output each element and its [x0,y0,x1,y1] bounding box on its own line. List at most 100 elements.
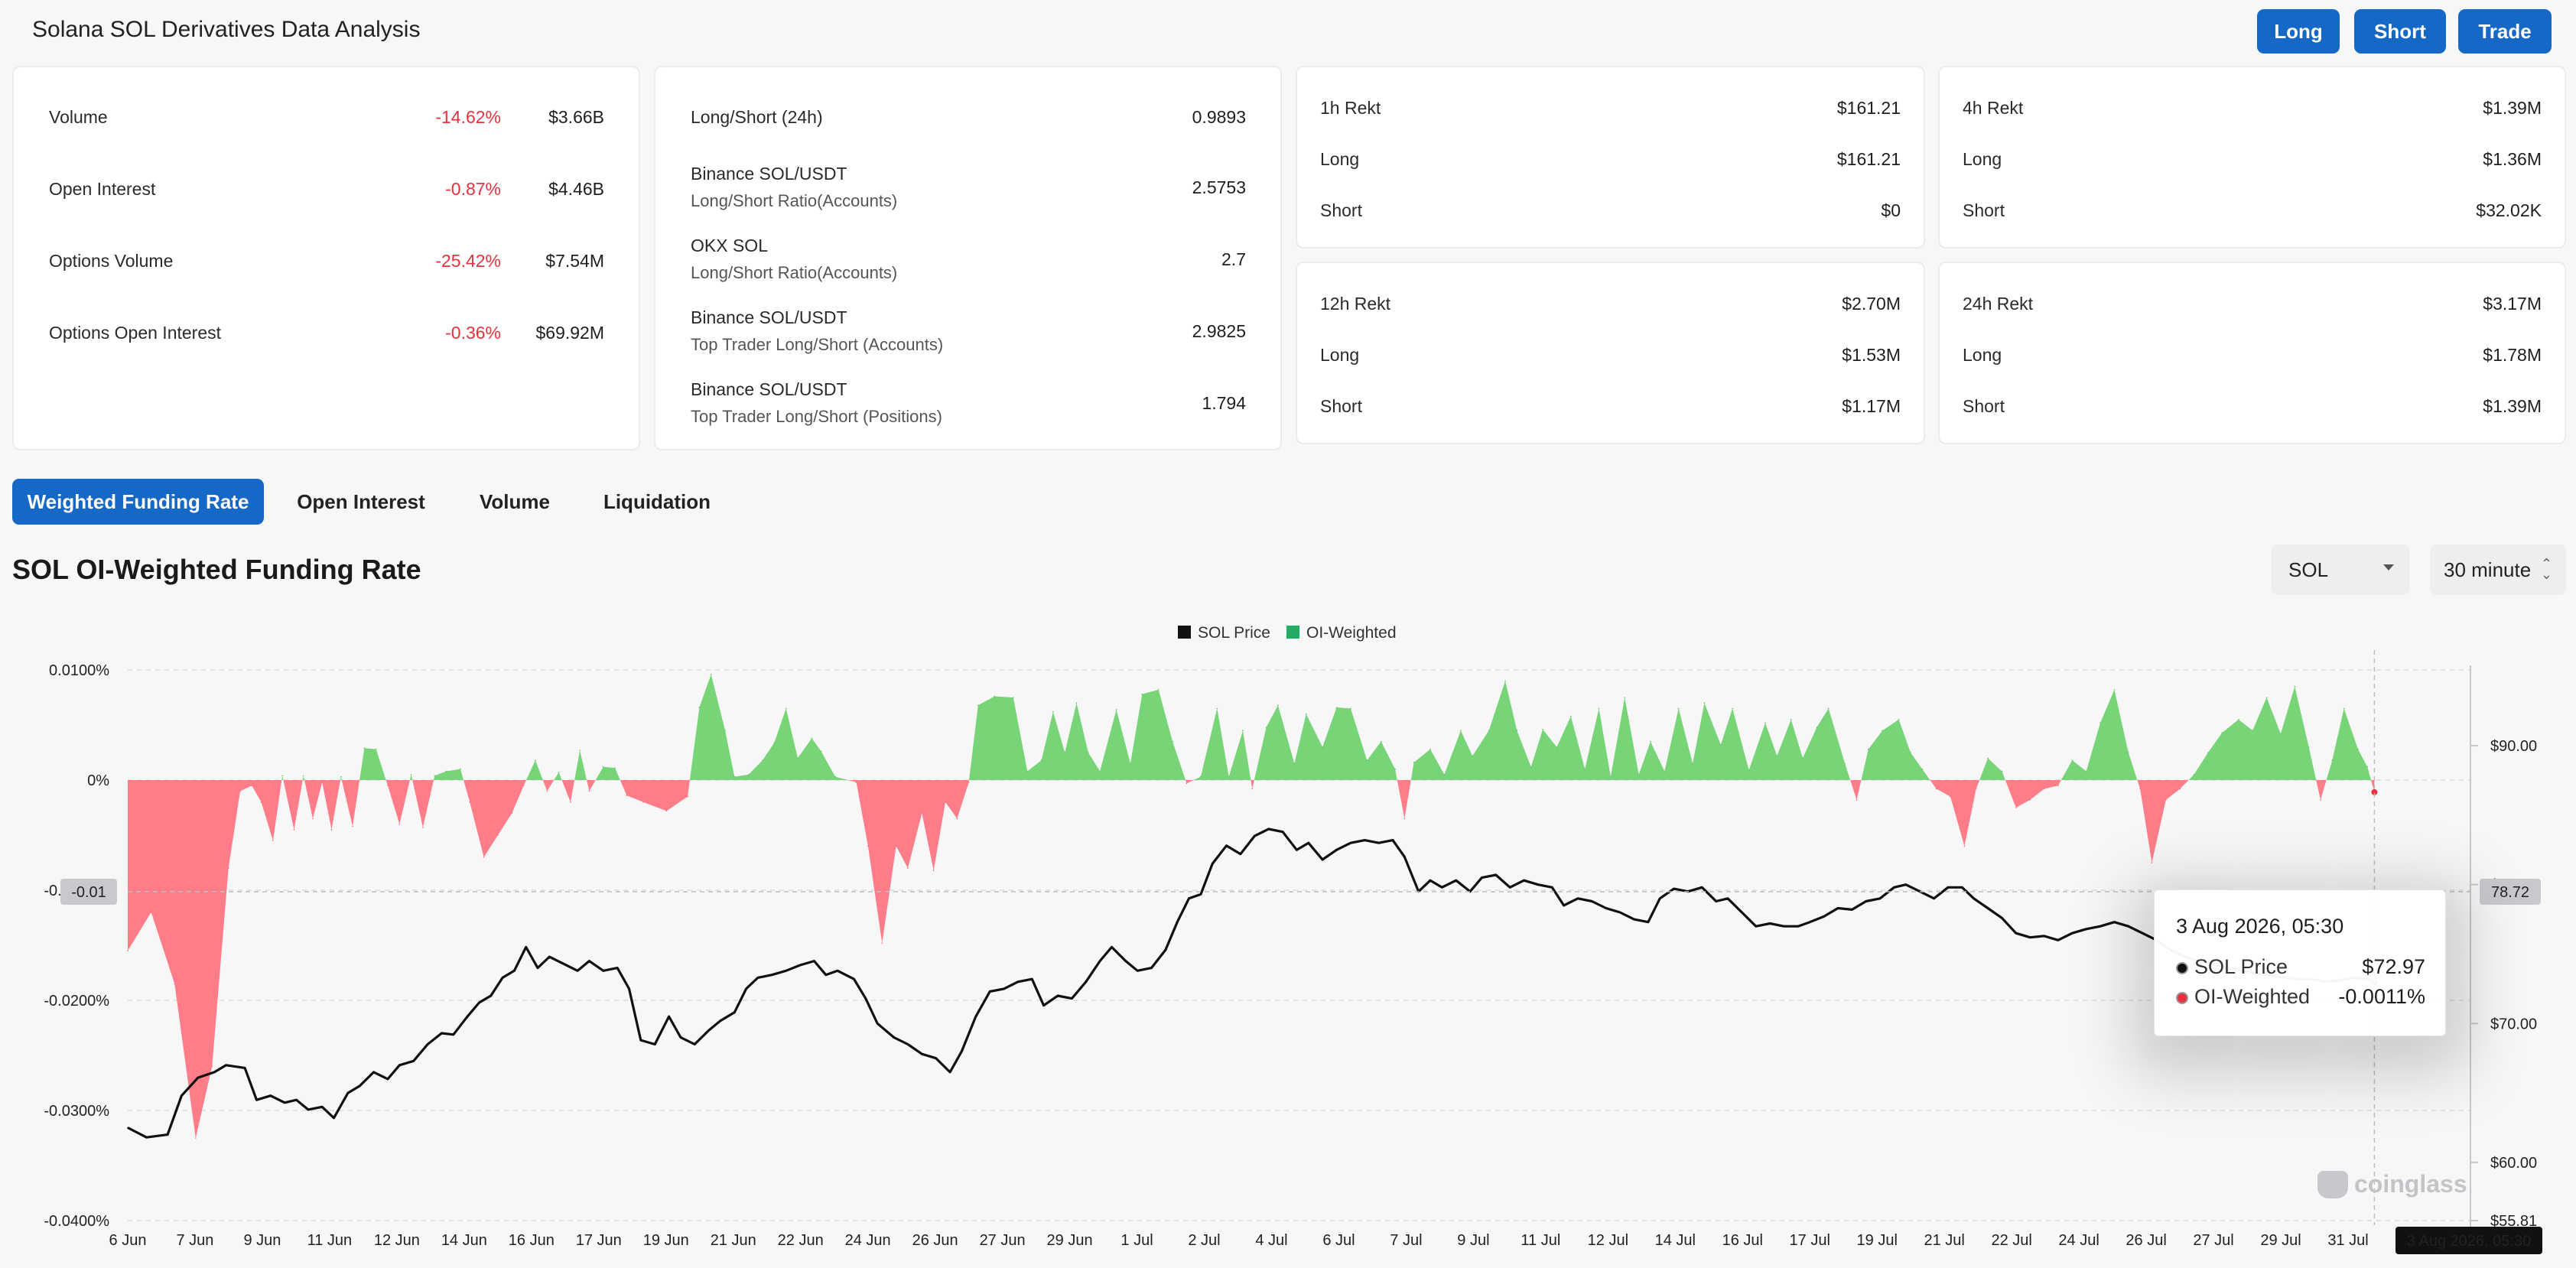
funding-rate-point [2357,748,2359,750]
funding-rate-point [227,867,229,869]
sol-price-point [127,1127,128,1129]
funding-rate-point [2128,752,2129,753]
stat-change: -14.62% [435,107,501,127]
sol-price-point [2100,925,2101,927]
funding-rate-point [2085,770,2087,772]
short-button[interactable]: Short [2354,9,2446,54]
sol-price-point [577,970,578,972]
funding-rate-point [1293,762,1296,765]
sol-price-point [2142,932,2143,935]
tab-volume[interactable]: Volume [480,489,550,513]
sol-price-point [1987,907,1989,909]
x-tick-label: 14 Jun [441,1232,487,1249]
stat-change: -25.42% [435,251,501,271]
funding-rate-point [1827,707,1830,710]
tooltip-row-sol-price: SOL Price $72.97 [2176,955,2425,981]
funding-rate-point [312,818,314,820]
sol-price-point [1865,900,1867,902]
x-tick-label: 27 Jun [980,1232,1026,1249]
page-title: Solana SOL Derivatives Data Analysis [32,17,421,42]
funding-rate-point [1910,752,1911,753]
tab-open-interest[interactable]: Open Interest [297,489,425,513]
funding-rate-point [460,768,461,770]
sol-price-point [825,974,827,976]
funding-rate-point [1130,762,1131,765]
sol-price-point [921,1053,923,1055]
sol-price-point [1495,874,1497,876]
rekt-title: 12h Rekt [1320,294,1391,314]
tooltip-value: $72.97 [2362,955,2425,978]
sol-price-point [785,970,787,972]
funding-rate-point [375,748,377,750]
funding-rate-point [1429,748,1431,750]
y-left-tick-label: -0.0300% [44,1103,109,1120]
interval-select-value: 30 minute [2444,558,2532,581]
funding-rate-point [614,767,616,769]
trade-button[interactable]: Trade [2458,9,2552,54]
sol-price-point [1125,960,1127,962]
sol-price-point [1165,949,1166,951]
sol-price-point [255,1099,258,1101]
sol-price-point [427,1043,428,1045]
crosshair: -0.01 78.72 3 Aug 2026, 05:30 [60,650,2542,1254]
x-tick-label: 21 Jul [1924,1232,1964,1249]
funding-rate-point [2265,697,2268,698]
tab-weighted-funding-rate[interactable]: Weighted Funding Rate [12,479,264,525]
ratio-sublabel: Top Trader Long/Short (Positions) [691,407,942,426]
funding-rate-point [932,870,935,871]
funding-rate-point [1584,768,1586,770]
funding-rate-point [773,742,776,743]
y-left-tick-label: -0.0400% [44,1213,109,1230]
rekt-card-4h: 4h Rekt $1.39M Long $1.36M Short $32.02K [1938,66,2566,249]
funding-rate-chart[interactable]: SOL Price OI-Weighted 0.0100%0%-0.0100%-… [0,604,2576,1268]
long-button[interactable]: Long [2257,9,2340,54]
sol-price-point [1537,883,1539,886]
stat-value: $3.66B [548,107,604,127]
chart-tooltip: 3 Aug 2026, 05:30 SOL Price $72.97 OI-We… [2154,889,2446,1036]
coin-select[interactable]: SOL [2272,545,2409,595]
funding-rate-point [434,775,436,777]
ratio-row: Binance SOL/USDT Top Trader Long/Short (… [655,307,1280,356]
funding-rate-point [2280,733,2282,735]
funding-rate-point [1898,719,1900,720]
funding-rate-point [1064,752,1065,753]
sol-price-point [694,1043,696,1045]
funding-rate-point [363,747,366,749]
funding-rate-point [2029,799,2031,801]
funding-rate-point [626,795,628,796]
sol-price-point [321,1106,324,1108]
sol-price-point [1200,893,1202,896]
x-axis: 6 Jun 7 Jun 9 Jun 11 Jun 12 Jun 14 Jun 16 Jun 1… [109,1232,2369,1249]
sol-price-point [1254,835,1256,837]
tooltip-label: SOL Price [2194,955,2288,978]
funding-rate-point [1570,715,1572,717]
sol-price-point [1563,905,1565,906]
funding-rate-point [281,775,283,777]
interval-select[interactable]: 30 minute ⌃ ⌄ [2430,545,2566,595]
sol-price-point [961,1050,963,1052]
ratio-row: Binance SOL/USDT Top Trader Long/Short (… [655,379,1280,428]
sol-price-point [628,988,630,990]
funding-rate-point [2308,746,2310,748]
crosshair-left-label: -0.01 [71,884,106,901]
funding-rate-point [762,759,763,761]
tab-liquidation[interactable]: Liquidation [603,489,711,513]
rekt-short-label: Short [1963,200,2005,220]
stat-value: $7.54M [545,251,604,271]
funding-rate-point [1099,770,1101,772]
sol-price-point [347,1092,349,1094]
funding-rate-point [1403,818,1406,820]
x-tick-label: 2 Jul [1188,1232,1220,1249]
funding-rate-point [511,812,513,814]
funding-rate-point [867,845,869,847]
funding-rate-point [2043,788,2045,790]
funding-rate-point [1443,774,1446,775]
funding-rate-point [398,823,401,825]
funding-rate-point [1692,762,1693,765]
sol-price-point [668,1016,670,1018]
funding-rate-point [293,829,295,831]
chart-legend[interactable]: SOL Price OI-Weighted [1178,624,1397,642]
funding-rate-point [330,829,333,831]
ratio-row: OKX SOL Long/Short Ratio(Accounts) 2.7 [655,236,1280,284]
sol-price-point [588,960,590,962]
